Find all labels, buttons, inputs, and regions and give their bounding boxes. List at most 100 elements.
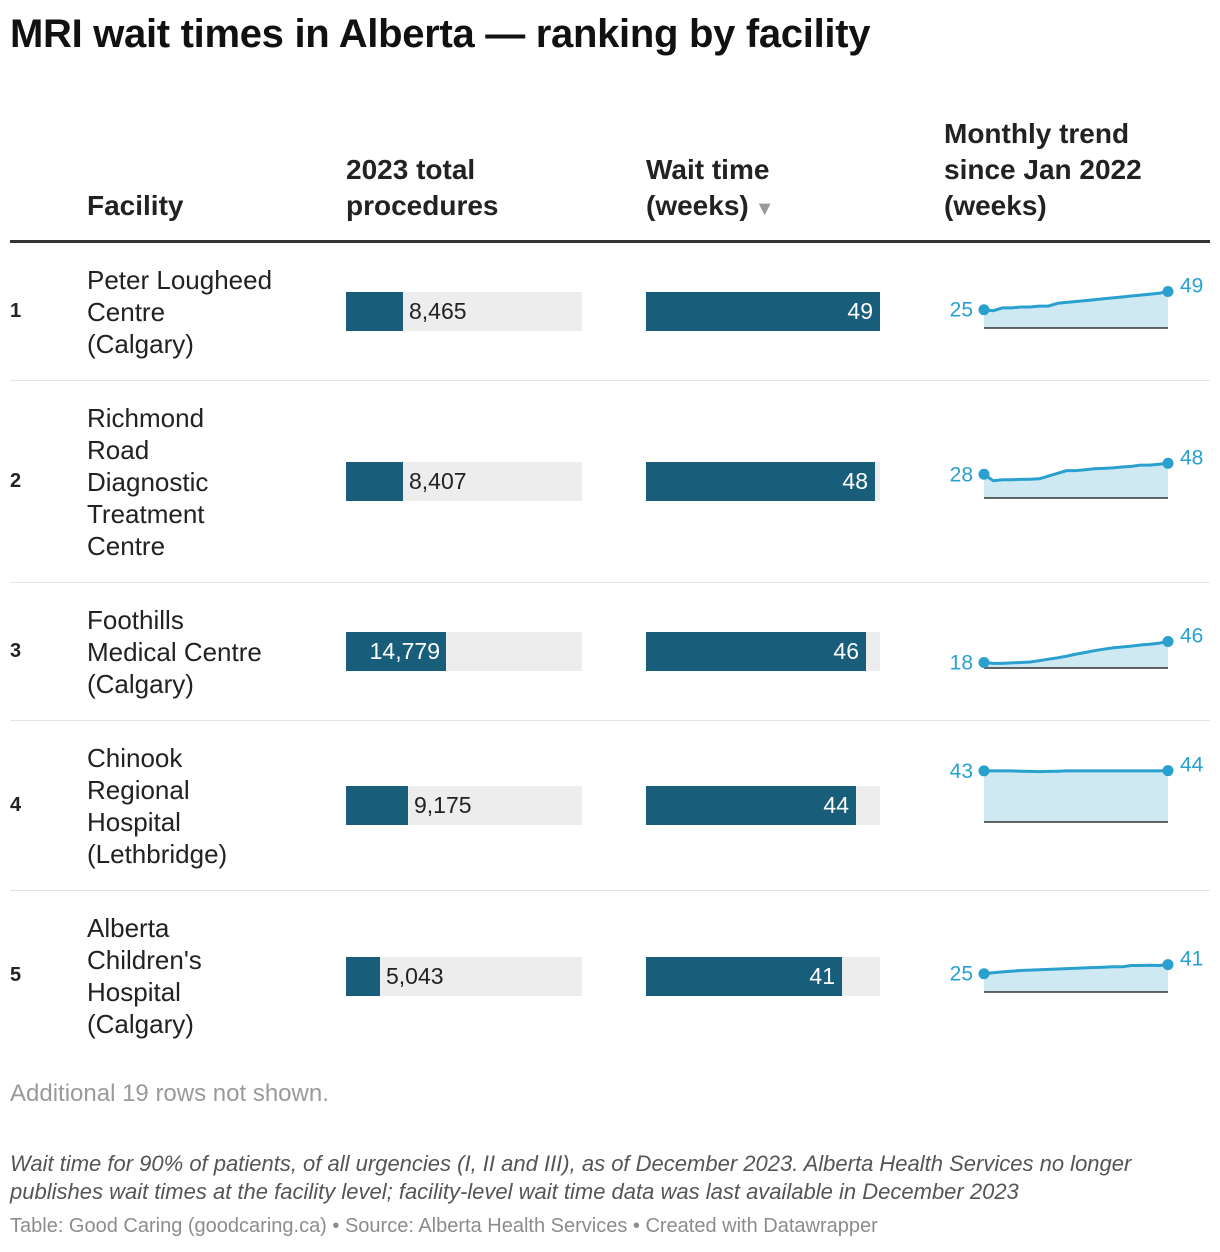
header-procedures-line1: 2023 total xyxy=(346,154,476,185)
trend-sparkline: 25 49 xyxy=(950,274,1203,329)
wait-bar xyxy=(646,632,866,671)
more-rows-note[interactable]: Additional 19 rows not shown. xyxy=(10,1080,329,1107)
trend-sparkline: 25 41 xyxy=(950,948,1203,993)
facility-name: Richmond Road Diagnostic Treatment Centre xyxy=(87,402,327,562)
row-divider xyxy=(10,582,1210,583)
procedures-bar xyxy=(346,956,380,996)
trend-end-label: 41 xyxy=(1180,948,1203,971)
header-facility[interactable]: Facility xyxy=(87,188,183,224)
wait-bar xyxy=(646,292,880,331)
wait-value: 48 xyxy=(842,468,868,494)
table-row[interactable]: 5 Alberta Children's Hospital (Calgary) 5,043… xyxy=(0,891,1220,1061)
facility-name-line: Treatment xyxy=(87,498,205,529)
wait-bar xyxy=(646,786,856,825)
wait-bar-track: 41 xyxy=(646,956,880,996)
footnote: Wait time for 90% of patients, of all ur… xyxy=(10,1151,1132,1204)
trend-line xyxy=(983,289,1169,312)
facility-name-line: (Lethbridge) xyxy=(87,838,228,869)
wait-value: 41 xyxy=(809,962,835,989)
table-row[interactable]: 1 Peter Lougheed Centre (Calgary) 8,465 49 25 4… xyxy=(0,243,1220,380)
facility-name-line: Regional xyxy=(87,774,190,805)
facility-name-line: Hospital xyxy=(87,806,181,837)
procedures-bar-track: 5,043 xyxy=(346,956,582,996)
procedures-bar xyxy=(346,786,408,825)
wait-bar xyxy=(646,462,875,501)
trend-line xyxy=(984,768,1169,773)
header-wait-line1: Wait time xyxy=(646,154,770,185)
wait-value: 44 xyxy=(823,792,849,818)
procedures-value: 9,175 xyxy=(414,792,472,818)
procedures-value: 5,043 xyxy=(386,962,444,989)
wait-bar xyxy=(646,956,842,996)
facility-name-line: (Calgary) xyxy=(87,328,194,359)
trend-area xyxy=(984,770,1168,822)
header-wait-line2: (weeks) xyxy=(646,190,749,221)
facility-name-line: Hospital xyxy=(87,977,181,1007)
header-trend[interactable]: Monthly trend since Jan 2022 (weeks) xyxy=(944,116,1142,224)
trend-end-point xyxy=(1162,457,1174,469)
trend-start-point xyxy=(978,764,990,776)
header-wait-time[interactable]: Wait time (weeks) ▼ xyxy=(646,152,775,227)
trend-start-point xyxy=(978,656,990,668)
procedures-value: 14,779 xyxy=(369,638,440,664)
row-rank: 3 xyxy=(10,639,22,662)
trend-start-point xyxy=(978,303,990,315)
facility-name-line: Centre xyxy=(87,296,166,327)
trend-end-label: 44 xyxy=(1180,753,1204,776)
row-divider xyxy=(10,720,1210,721)
trend-area xyxy=(984,291,1168,328)
table-row[interactable]: 4 Chinook Regional Hospital (Lethbridge) 9,17… xyxy=(0,721,1220,890)
trend-start-point xyxy=(978,468,990,480)
trend-end-label: 49 xyxy=(1180,274,1203,297)
wait-bar-track: 49 xyxy=(646,292,880,331)
trend-start-label: 25 xyxy=(950,963,973,986)
facility-name-line: Chinook xyxy=(87,742,183,773)
table-row[interactable]: 3 Foothills Medical Centre (Calgary) 14,779 4… xyxy=(0,583,1220,720)
row-divider xyxy=(10,890,1210,891)
procedures-value: 8,407 xyxy=(409,468,467,494)
procedures-bar-track: 14,779 xyxy=(346,632,582,671)
facility-name: Alberta Children's Hospital (Calgary) xyxy=(87,912,327,1040)
facility-name-line: Diagnostic xyxy=(87,466,209,497)
trend-end-point xyxy=(1162,635,1174,647)
header-procedures[interactable]: 2023 total procedures xyxy=(346,152,499,224)
chart-title: MRI wait times in Alberta — ranking by f… xyxy=(10,12,871,56)
trend-start-label: 25 xyxy=(950,298,973,321)
facility-name-line: Children's xyxy=(87,945,202,975)
trend-line xyxy=(983,639,1169,665)
wait-bar-track: 48 xyxy=(646,462,880,501)
facility-name-line: Centre xyxy=(87,530,166,561)
trend-end-label: 46 xyxy=(1180,624,1203,647)
trend-area xyxy=(984,462,1168,498)
header-procedures-line2: procedures xyxy=(346,190,499,221)
trend-start-point xyxy=(978,968,990,980)
procedures-bar xyxy=(346,462,403,501)
row-rank: 4 xyxy=(10,793,22,816)
row-divider xyxy=(10,380,1210,381)
procedures-bar-track: 8,465 xyxy=(346,292,582,331)
table-row[interactable]: 2 Richmond Road Diagnostic Treatment Centre 8,… xyxy=(0,381,1220,582)
trend-end-point xyxy=(1162,959,1174,971)
facility-name-line: Peter Lougheed xyxy=(87,264,273,295)
credits: Table: Good Caring (goodcaring.ca) • Sou… xyxy=(10,1215,878,1237)
procedures-value: 8,465 xyxy=(409,298,467,324)
header-trend-line3: (weeks) xyxy=(944,190,1047,221)
facility-name: Peter Lougheed Centre (Calgary) xyxy=(87,264,327,360)
wait-value: 46 xyxy=(833,638,859,664)
facility-name-line: Road xyxy=(87,434,150,465)
trend-start-label: 43 xyxy=(950,759,973,782)
procedures-bar-track: 9,175 xyxy=(346,786,582,825)
wait-bar-track: 46 xyxy=(646,632,880,671)
wait-bar-track: 44 xyxy=(646,786,880,825)
trend-sparkline: 43 44 xyxy=(950,753,1204,823)
sort-descending-icon: ▼ xyxy=(754,198,775,220)
header-trend-line2: since Jan 2022 xyxy=(944,154,1142,185)
header-facility-label: Facility xyxy=(87,190,184,221)
facility-name-line: (Calgary) xyxy=(87,668,194,699)
wait-value: 49 xyxy=(847,298,873,324)
procedures-bar xyxy=(346,632,446,671)
trend-start-label: 18 xyxy=(950,651,973,674)
facility-name: Chinook Regional Hospital (Lethbridge) xyxy=(87,742,327,870)
facility-name: Foothills Medical Centre (Calgary) xyxy=(87,604,327,700)
trend-end-label: 48 xyxy=(1180,446,1203,469)
